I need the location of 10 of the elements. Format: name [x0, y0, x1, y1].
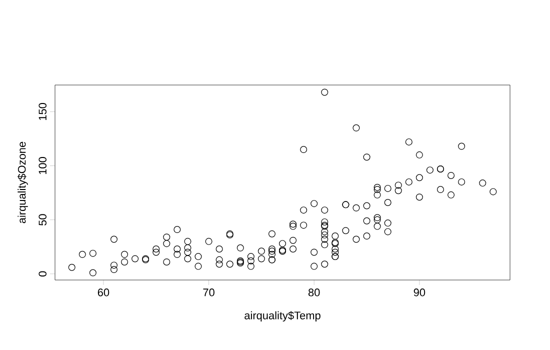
y-axis-title: airquality$Ozone [18, 142, 28, 224]
x-axis-title: airquality$Temp [244, 311, 320, 322]
x-tick-label: 90 [414, 288, 426, 296]
x-tick-label: 80 [308, 288, 320, 296]
x-tick-label: 70 [203, 288, 214, 296]
y-tick-label: 50 [38, 214, 46, 226]
y-tick-label: 100 [38, 157, 46, 174]
x-tick-label: 60 [98, 288, 110, 296]
y-tick-label: 0 [38, 271, 46, 276]
y-tick-label: 150 [38, 102, 46, 120]
